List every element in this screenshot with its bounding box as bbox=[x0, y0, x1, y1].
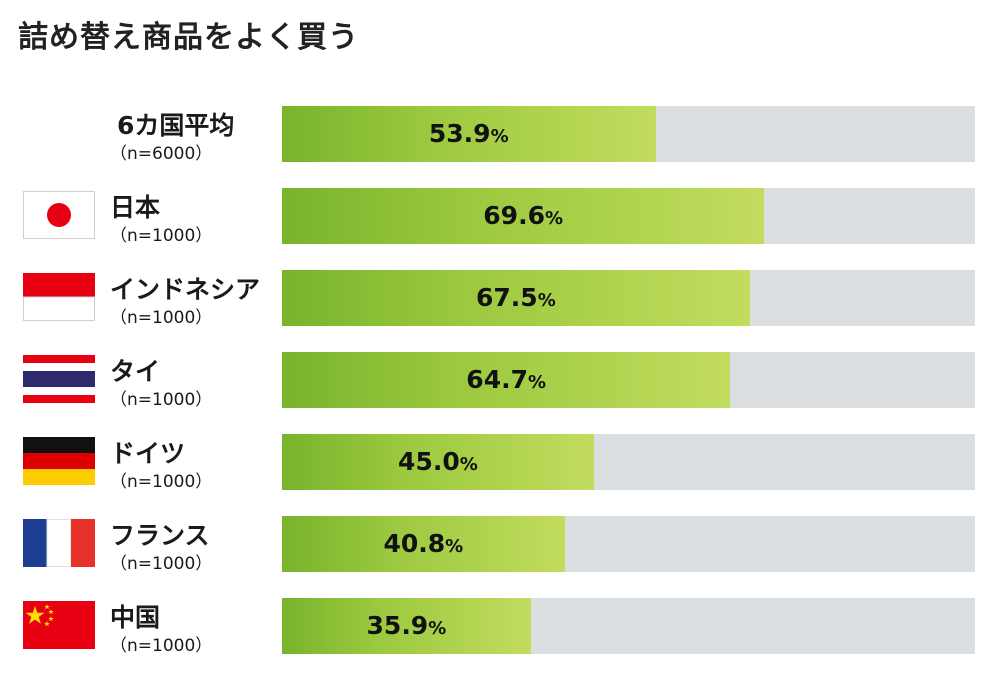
bar-track bbox=[282, 270, 975, 326]
bar-row-indonesia: インドネシア （n=1000） 67.5% bbox=[0, 270, 1000, 328]
bar-track bbox=[282, 188, 975, 244]
china-flag-icon bbox=[23, 601, 95, 649]
data-label: 53.9% bbox=[428, 119, 509, 148]
bar bbox=[282, 434, 594, 490]
bar bbox=[282, 188, 765, 244]
bar-track bbox=[282, 516, 975, 572]
sample-size-label: （n=1000） bbox=[110, 226, 213, 246]
bar-row-average: 6カ国平均 （n=6000） 53.9% bbox=[0, 106, 1000, 164]
bar-row-france: フランス （n=1000） 40.8% bbox=[0, 516, 1000, 574]
bar-track bbox=[282, 106, 975, 162]
bar-row-thailand: タイ （n=1000） 64.7% bbox=[0, 352, 1000, 410]
data-label: 35.9% bbox=[366, 611, 447, 640]
bar bbox=[282, 106, 656, 162]
category-label: 中国 bbox=[110, 603, 161, 632]
sample-size-label: （n=1000） bbox=[110, 636, 213, 656]
data-label: 67.5% bbox=[476, 283, 556, 312]
bar-track bbox=[282, 598, 975, 654]
data-label: 45.0% bbox=[398, 447, 478, 476]
bar-track bbox=[282, 434, 975, 490]
france-flag-icon bbox=[23, 519, 95, 567]
data-label: 40.8% bbox=[383, 529, 464, 558]
bar-track bbox=[282, 352, 975, 408]
bar bbox=[282, 352, 731, 408]
data-label: 64.7% bbox=[466, 365, 547, 394]
germany-flag-icon bbox=[23, 437, 95, 485]
bar bbox=[282, 516, 565, 572]
sample-size-label: （n=6000） bbox=[110, 144, 213, 164]
japan-flag-icon bbox=[23, 191, 95, 239]
category-label: 6カ国平均 bbox=[117, 111, 235, 140]
thailand-flag-icon bbox=[23, 355, 95, 403]
sample-size-label: （n=1000） bbox=[110, 554, 213, 574]
indonesia-flag-icon bbox=[23, 273, 95, 321]
bar bbox=[282, 270, 750, 326]
data-label: 69.6% bbox=[483, 201, 564, 230]
category-label: フランス bbox=[110, 521, 210, 550]
category-label: インドネシア bbox=[110, 275, 261, 304]
bar-row-germany: ドイツ （n=1000） 45.0% bbox=[0, 434, 1000, 492]
sample-size-label: （n=1000） bbox=[110, 472, 213, 492]
bar-row-china: 中国 （n=1000） 35.9% bbox=[0, 598, 1000, 656]
sample-size-label: （n=1000） bbox=[110, 308, 213, 328]
sample-size-label: （n=1000） bbox=[110, 390, 213, 410]
bar bbox=[282, 598, 531, 654]
category-label: ドイツ bbox=[110, 439, 186, 468]
category-label: タイ bbox=[110, 357, 161, 386]
category-label: 日本 bbox=[110, 193, 161, 222]
chart-title: 詰め替え商品をよく買う bbox=[18, 20, 359, 55]
bar-row-japan: 日本 （n=1000） 69.6% bbox=[0, 188, 1000, 246]
